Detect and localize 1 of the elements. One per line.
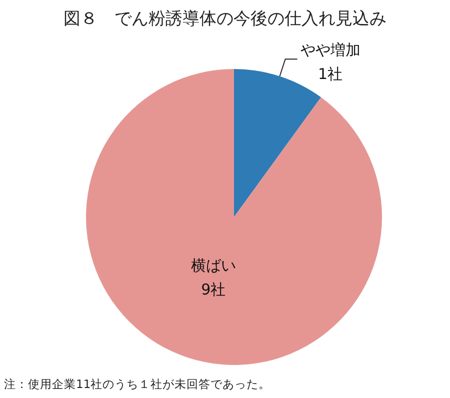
title: 図８ でん粉誘導体の今後の仕入れ見込み xyxy=(64,9,386,29)
